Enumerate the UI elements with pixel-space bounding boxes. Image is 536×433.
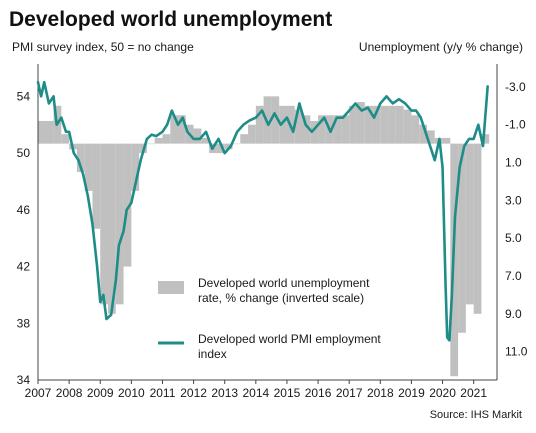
unemployment-bar <box>349 105 357 144</box>
right-tick-label: 9.0 <box>505 307 522 321</box>
pmi-series-line <box>36 80 489 342</box>
unemployment-bar <box>224 143 233 150</box>
right-tick-label: -3.0 <box>505 80 526 94</box>
unemployment-bar <box>255 105 264 144</box>
unemployment-bar <box>61 134 70 144</box>
unemployment-bar <box>84 143 93 191</box>
left-axis-label: PMI survey index, 50 = no change <box>12 40 194 54</box>
x-tick-label: 2019 <box>398 386 425 400</box>
left-tick-label: 50 <box>17 146 31 160</box>
unemployment-bar <box>154 137 163 144</box>
unemployment-bar <box>388 105 396 144</box>
x-tick-label: 2008 <box>56 386 83 400</box>
unemployment-bar <box>294 109 303 144</box>
unemployment-bar <box>279 105 287 144</box>
unemployment-bar <box>341 115 350 144</box>
right-axis-label: Unemployment (y/y % change) <box>359 40 523 54</box>
legend-label-pmi-line2: index <box>198 347 227 361</box>
x-tick-label: 2009 <box>87 386 114 400</box>
unemployment-bar <box>193 128 202 144</box>
unemployment-bar <box>100 143 109 305</box>
unemployment-bar <box>364 105 373 144</box>
left-tick-label: 54 <box>17 89 31 103</box>
unemployment-bar <box>395 105 404 144</box>
legend-label-unemployment-line2: rate, % change (inverted scale) <box>198 291 364 305</box>
unemployment-bar <box>115 143 124 305</box>
right-tick-label: -1.0 <box>505 118 526 132</box>
unemployment-bar <box>372 105 381 144</box>
unemployment-bar <box>178 115 186 144</box>
unemployment-bar <box>240 134 249 144</box>
x-tick-label: 2020 <box>429 386 456 400</box>
left-tick-label: 34 <box>17 373 31 387</box>
unemployment-bar <box>458 143 466 333</box>
x-tick-label: 2007 <box>25 386 52 400</box>
legend: Developed world unemployment rate, % cha… <box>158 276 381 361</box>
x-tick-label: 2010 <box>118 386 145 400</box>
right-tick-label: 11.0 <box>505 345 528 359</box>
unemployment-bar <box>380 105 389 144</box>
unemployment-bar <box>201 137 210 144</box>
unemployment-bar <box>473 143 482 314</box>
x-tick-label: 2017 <box>336 386 363 400</box>
unemployment-bar <box>123 143 132 267</box>
unemployment-bar <box>356 102 365 144</box>
unemployment-bar <box>131 143 140 191</box>
unemployment-bar <box>248 124 256 144</box>
x-tick-label: 2014 <box>242 386 269 400</box>
legend-label-pmi-line1: Developed world PMI employment <box>198 332 381 346</box>
x-tick-label: 2012 <box>180 386 207 400</box>
unemployment-bar <box>333 115 342 144</box>
right-tick-label: 3.0 <box>505 193 522 207</box>
unemployment-bar <box>302 115 311 144</box>
unemployment-bar <box>92 143 101 229</box>
chart-title: Developed world unemployment <box>9 8 332 31</box>
left-tick-label: 42 <box>17 260 31 274</box>
legend-label-unemployment-line1: Developed world unemployment <box>198 276 370 290</box>
unemployment-bar <box>76 143 85 172</box>
left-tick-label: 38 <box>17 316 31 330</box>
unemployment-bar <box>232 143 241 145</box>
unemployment-bar <box>271 96 280 144</box>
right-tick-label: 1.0 <box>505 156 522 170</box>
plot-area: 54 50 46 42 38 34 -3.0 -1.0 1.0 3.0 5.0 7.0 9.0 11.0 2… <box>17 64 528 400</box>
x-tick-label: 2021 <box>460 386 487 400</box>
unemployment-bar <box>481 134 490 144</box>
unemployment-bar <box>426 130 435 144</box>
left-tick-label: 46 <box>17 203 31 217</box>
x-tick-label: 2016 <box>305 386 332 400</box>
unemployment-bar <box>419 124 427 144</box>
x-tick-label: 2011 <box>150 386 176 400</box>
x-tick-label: 2015 <box>274 386 301 400</box>
right-tick-label: 5.0 <box>505 231 522 245</box>
unemployment-bar <box>318 115 326 144</box>
unemployment-bar <box>310 120 319 144</box>
unemployment-bar <box>170 115 179 144</box>
unemployment-bar <box>465 143 474 305</box>
unemployment-bar <box>38 120 54 144</box>
unemployment-bar <box>411 115 420 144</box>
x-tick-label: 2018 <box>367 386 394 400</box>
right-tick-label: 7.0 <box>505 269 522 283</box>
unemployment-bar <box>216 143 225 154</box>
unemployment-bar <box>162 134 171 144</box>
unemployment-bar <box>442 137 451 144</box>
unemployment-bar <box>403 109 412 144</box>
unemployment-bar <box>108 143 116 314</box>
legend-swatch-unemployment <box>158 281 184 294</box>
x-tick-label: 2013 <box>211 386 238 400</box>
source-note: Source: IHS Markit <box>430 409 522 421</box>
unemployment-bar <box>146 143 155 145</box>
